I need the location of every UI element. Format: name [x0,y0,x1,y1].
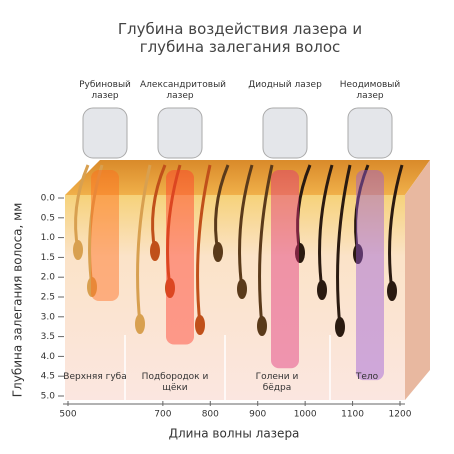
hair [318,164,334,291]
hair [258,164,274,327]
x-tick-label: 800 [202,410,219,420]
y-axis-label: Глубина залегания волоса, мм [11,203,25,398]
handpiece [82,107,128,159]
hair-bulb [387,281,397,301]
x-axis-label: Длина волны лазера [169,427,300,441]
handpiece [157,107,203,159]
y-tick-label: 2.0 [41,273,56,283]
x-tick-label: 500 [59,410,76,420]
skin-front [65,195,405,400]
zone-label: Голени и бёдра [255,372,299,393]
zone-label: Верхняя губа [63,372,127,382]
laser-beam [356,170,384,381]
laser-beam [166,170,194,345]
hair-bulb [87,277,97,297]
x-tick-label: 1000 [294,410,317,420]
hair-bulb [295,243,305,263]
hair-bulb [150,241,160,261]
laser-label: Рубиновый лазер [79,80,131,101]
y-tick-label: 0.0 [41,194,56,204]
handpiece [347,107,393,159]
zone-label: Тело [355,372,379,382]
hair [196,164,212,326]
hair [166,164,182,289]
hair-bulb [213,242,223,262]
x-tick-label: 1100 [341,410,364,420]
laser-label: Александритовый лазер [140,80,227,101]
hair [336,164,352,328]
hair-bulb [353,244,363,264]
y-tick-label: 0.5 [41,213,55,223]
chart-title: Глубина воздействия лазера и глубина зал… [117,20,363,56]
hair [88,164,104,288]
y-tick-label: 1.5 [41,253,55,263]
skin-side [405,160,430,400]
y-tick-label: 4.0 [41,352,56,362]
y-tick-label: 1.0 [41,233,56,243]
y-tick-label: 5.0 [41,392,56,402]
laser-label: Неодимовый лазер [339,80,401,101]
hair-bulb [237,279,247,299]
laser-label: Диодный лазер [248,80,322,90]
hair-bulb [195,315,205,335]
y-tick-label: 3.5 [41,332,55,342]
zone-label: Подбородок и щёки [141,372,209,393]
hair-bulb [257,316,267,336]
x-tick-label: 900 [249,410,266,420]
y-tick-label: 2.5 [41,293,55,303]
x-tick-label: 1200 [389,410,412,420]
hair [388,164,404,292]
hair [238,164,254,290]
x-tick-label: 700 [154,410,171,420]
hair [136,164,152,325]
hair-bulb [165,278,175,298]
hair-bulb [135,314,145,334]
y-tick-label: 3.0 [41,312,56,322]
hair-bulb [317,280,327,300]
y-tick-label: 4.5 [41,372,55,382]
hair-bulb [73,240,83,260]
hair-bulb [335,317,345,337]
handpiece [262,107,308,159]
laser-beam [271,170,299,369]
laser-beam [91,170,119,301]
